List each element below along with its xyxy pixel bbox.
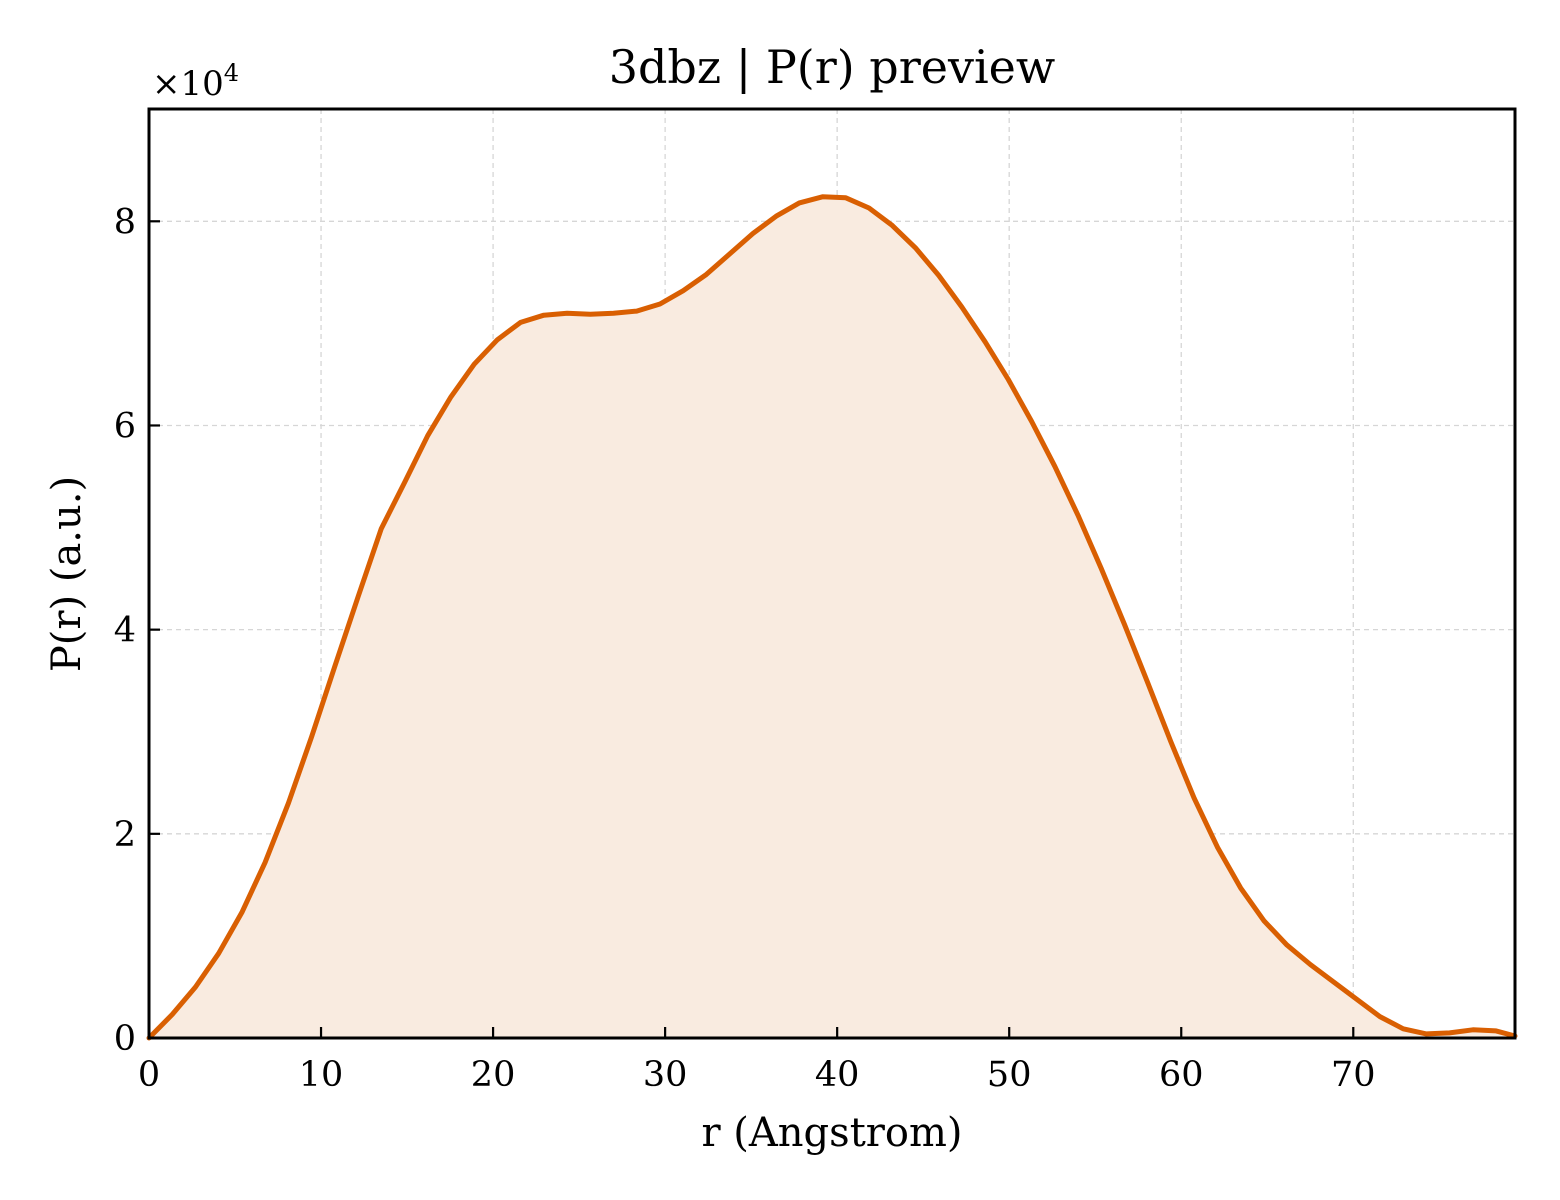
x-tick-label: 50 [987,1055,1032,1095]
y-tick-label: 6 [114,406,136,446]
y-axis-label: P(r) (a.u.) [44,476,90,672]
x-tick-label: 0 [138,1055,160,1095]
x-tick-label: 30 [643,1055,688,1095]
x-tick-label: 70 [1331,1055,1376,1095]
x-axis-label: r (Angstrom) [701,1110,962,1156]
y-offset-label: ×104 [152,59,239,104]
y-tick-label: 4 [114,611,136,651]
plot-frame [147,107,1517,1040]
chart-title: 3dbz | P(r) preview [609,40,1056,94]
y-offset-base: ×10 [152,64,224,104]
y-tick-label: 2 [114,815,136,855]
pr-area-fill [149,196,1515,1039]
x-tick-label: 20 [471,1055,516,1095]
x-tick-label: 60 [1159,1055,1204,1095]
x-tick-label: 40 [815,1055,860,1095]
ticks: 0 10 20 30 40 50 60 70 0 2 4 6 8 [114,202,1376,1095]
pr-series-line [146,194,1518,1041]
y-offset-exponent: 4 [224,59,239,87]
x-tick-label: 10 [299,1055,344,1095]
y-tick-label: 8 [114,202,136,242]
y-tick-label: 0 [114,1019,136,1059]
plot-area [146,194,1518,1041]
